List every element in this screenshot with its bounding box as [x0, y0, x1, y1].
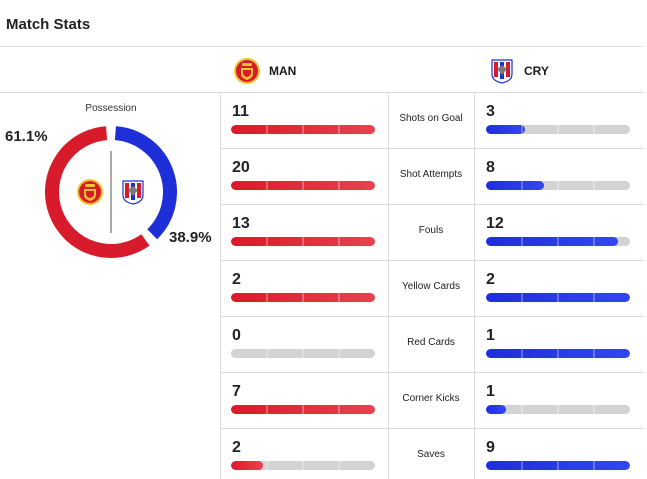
stat-label: Corner Kicks: [402, 393, 460, 404]
divider: [388, 205, 389, 260]
home-stat-bar: [231, 349, 375, 358]
home-stat-value: 13: [232, 215, 250, 232]
divider: [388, 317, 389, 372]
away-stat-value: 3: [486, 103, 495, 120]
divider: [474, 429, 475, 479]
stat-label: Saves: [417, 449, 445, 460]
stat-row: 13 Fouls 12: [220, 205, 643, 261]
divider: [474, 149, 475, 204]
home-stat-bar: [231, 293, 375, 302]
divider: [220, 149, 221, 204]
away-possession-arc: [114, 126, 177, 240]
away-stat-value: 1: [486, 383, 495, 400]
stat-row: 2 Saves 9: [220, 429, 643, 479]
home-stat-bar: [231, 125, 375, 134]
possession-label: Possession: [85, 103, 137, 114]
divider: [0, 92, 643, 93]
home-stat-value: 0: [232, 327, 241, 344]
divider: [220, 317, 221, 372]
divider: [220, 261, 221, 316]
home-stat-value: 2: [232, 439, 241, 456]
divider: [0, 46, 643, 47]
away-stat-bar: [486, 349, 630, 358]
stat-label: Red Cards: [407, 337, 455, 348]
home-stat-value: 7: [232, 383, 241, 400]
manchester-united-crest-icon: [77, 179, 103, 205]
home-stat-bar: [231, 237, 375, 246]
away-stat-bar: [486, 293, 630, 302]
manchester-united-crest-icon: [234, 58, 260, 84]
divider: [474, 93, 475, 148]
divider: [220, 373, 221, 428]
crystal-palace-crest-icon: [122, 180, 144, 205]
stat-label: Shot Attempts: [399, 169, 463, 180]
stat-row: 2 Yellow Cards 2: [220, 261, 643, 317]
home-stat-value: 20: [232, 159, 250, 176]
stat-label: Fouls: [418, 225, 444, 236]
divider: [388, 93, 389, 148]
away-stat-bar: [486, 405, 630, 414]
possession-donut-chart: [45, 126, 177, 258]
divider: [474, 317, 475, 372]
crystal-palace-crest-icon: [491, 59, 513, 84]
home-team-header: MAN: [233, 56, 296, 86]
divider: [388, 429, 389, 479]
stat-row: 7 Corner Kicks 1: [220, 373, 643, 429]
away-stat-value: 12: [486, 215, 504, 232]
divider: [474, 205, 475, 260]
stat-label: Yellow Cards: [402, 281, 460, 292]
away-possession-pct: 38.9%: [169, 229, 212, 246]
away-stat-bar: [486, 125, 630, 134]
away-stat-bar: [486, 461, 630, 470]
divider: [474, 261, 475, 316]
stat-label: Shots on Goal: [399, 113, 463, 124]
away-stat-value: 1: [486, 327, 495, 344]
home-possession-pct: 61.1%: [5, 128, 48, 145]
home-stat-value: 11: [232, 103, 249, 120]
stat-row: 0 Red Cards 1: [220, 317, 643, 373]
away-team-abbr: CRY: [524, 64, 549, 78]
home-possession-arc: [45, 126, 150, 258]
divider: [388, 373, 389, 428]
stat-row: 20 Shot Attempts 8: [220, 149, 643, 205]
away-stat-bar: [486, 237, 630, 246]
home-stat-bar: [231, 405, 375, 414]
home-stat-value: 2: [232, 271, 241, 288]
away-stat-value: 8: [486, 159, 495, 176]
away-stat-value: 9: [486, 439, 495, 456]
away-stat-value: 2: [486, 271, 495, 288]
page-title: Match Stats: [6, 16, 91, 33]
divider: [388, 261, 389, 316]
stat-row: 11 Shots on Goal 3: [220, 93, 643, 149]
divider: [220, 205, 221, 260]
away-stat-bar: [486, 181, 630, 190]
divider: [220, 93, 221, 148]
stats-table: 11 Shots on Goal 3 20 Shot Attempts 8 13: [220, 93, 643, 479]
divider: [474, 373, 475, 428]
home-stat-bar: [231, 181, 375, 190]
home-stat-bar: [231, 461, 375, 470]
divider: [388, 149, 389, 204]
away-team-header: CRY: [488, 56, 549, 86]
home-team-abbr: MAN: [269, 64, 297, 78]
divider: [220, 429, 221, 479]
